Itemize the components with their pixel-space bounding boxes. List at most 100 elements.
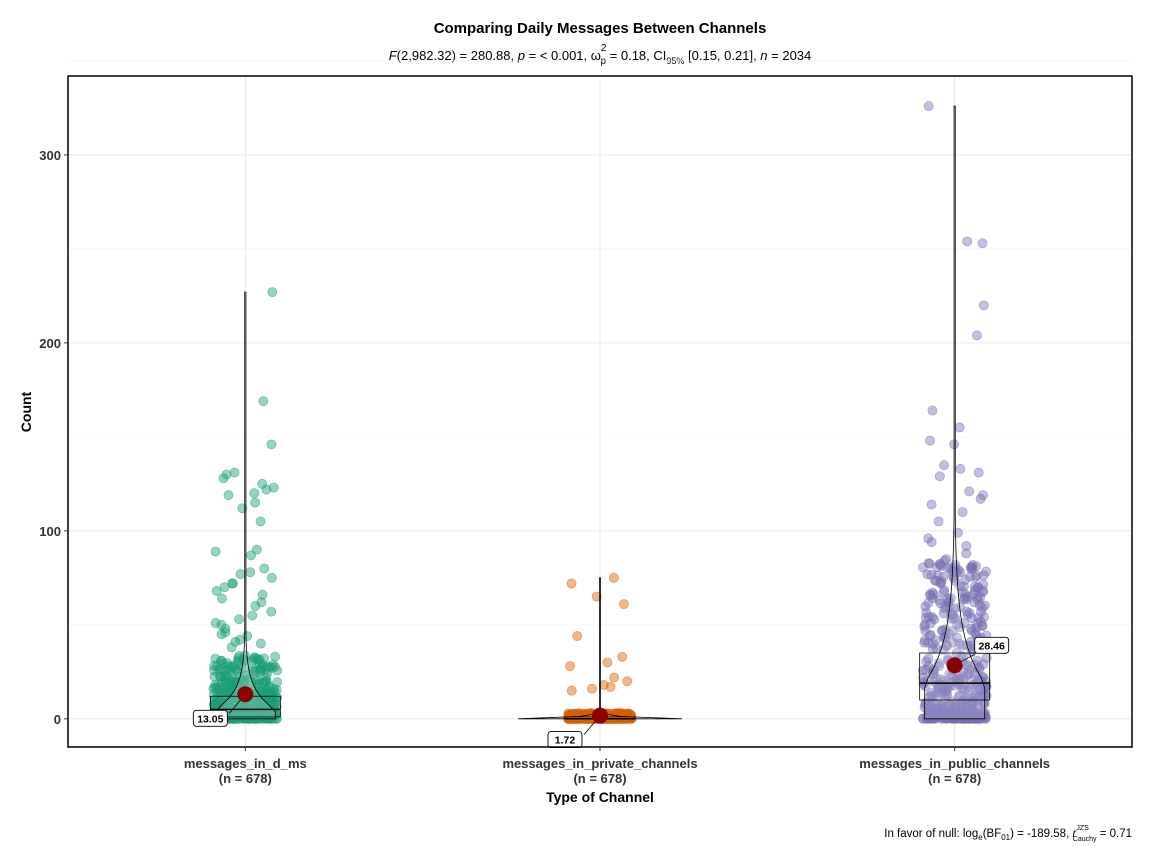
violin	[517, 577, 683, 720]
data-point	[935, 578, 946, 589]
data-point	[977, 602, 988, 613]
data-point	[587, 683, 597, 694]
data-point	[244, 673, 255, 684]
data-point	[220, 623, 231, 634]
data-point	[933, 516, 944, 527]
data-point	[262, 662, 273, 673]
data-point	[249, 655, 259, 666]
data-point	[230, 636, 241, 647]
data-point	[227, 677, 238, 688]
data-point	[960, 574, 971, 585]
data-point	[923, 653, 934, 664]
data-point	[266, 606, 277, 617]
data-point	[268, 482, 279, 493]
x-tick-n-label: (n = 678)	[219, 771, 272, 786]
data-point	[228, 678, 239, 689]
data-point	[272, 665, 283, 676]
data-point	[972, 618, 983, 629]
data-point	[934, 471, 945, 482]
data-point	[267, 287, 278, 298]
data-point	[962, 236, 973, 247]
data-point	[255, 638, 266, 649]
data-point	[245, 567, 256, 578]
data-point	[261, 484, 272, 495]
chart-title: Comparing Daily Messages Between Channel…	[434, 20, 767, 37]
data-point	[981, 566, 991, 577]
gridlines	[68, 60, 1132, 747]
x-tick-label: messages_in_d_ms	[184, 756, 307, 771]
category-group: 28.46	[917, 101, 1010, 724]
y-tick-label: 100	[39, 524, 61, 539]
data-point	[973, 467, 984, 478]
data-point	[223, 490, 234, 501]
data-point	[216, 629, 227, 640]
data-point	[225, 662, 236, 673]
x-tick-label: messages_in_public_channels	[859, 756, 1050, 771]
data-point	[247, 610, 258, 621]
data-point	[256, 710, 267, 721]
mean-label: 13.05	[197, 713, 223, 725]
data-point	[259, 563, 270, 574]
data-point	[234, 614, 245, 625]
mean-point	[237, 686, 254, 703]
mean-point	[592, 707, 608, 724]
data-point	[572, 631, 583, 642]
plot-panel: 13.05 1.72 28.46 0 100 200 300 messages_in_d_…	[39, 60, 1133, 786]
data-point	[246, 550, 257, 561]
data-point	[960, 589, 971, 600]
data-point	[975, 493, 986, 504]
data-point	[234, 671, 245, 682]
data-point	[924, 630, 935, 641]
y-tick-label: 300	[39, 148, 61, 163]
data-point	[227, 578, 238, 589]
data-point	[235, 569, 246, 580]
category-group: 13.05	[192, 287, 283, 727]
data-point	[210, 617, 221, 628]
bayes-caption: In favor of null: loge(BF01) = -189.58, …	[884, 825, 1132, 843]
data-point	[211, 586, 222, 596]
chart-subtitle: F(2,982.32) = 280.88, p = < 0.001, ω2 p =…	[389, 43, 812, 67]
data-point	[265, 682, 275, 693]
data-point	[957, 507, 968, 518]
data-point	[266, 439, 277, 450]
data-point	[250, 601, 261, 611]
data-point	[935, 559, 946, 570]
data-point	[955, 463, 966, 474]
data-point	[217, 593, 227, 604]
y-tick-label: 0	[54, 712, 61, 727]
data-point	[258, 396, 269, 407]
data-point	[928, 639, 938, 649]
data-point	[270, 651, 281, 662]
data-point	[917, 562, 928, 573]
data-point	[250, 497, 261, 508]
data-point	[617, 651, 628, 662]
data-point	[972, 330, 982, 341]
data-point	[255, 667, 265, 678]
data-point	[921, 607, 932, 618]
data-point	[572, 712, 583, 723]
data-point	[208, 683, 219, 694]
data-point	[926, 537, 937, 548]
x-tick-label: messages_in_private_channels	[502, 756, 697, 771]
violin	[214, 291, 276, 720]
data-point	[925, 618, 936, 629]
mean-label: 1.72	[555, 735, 576, 747]
y-axis-label: Count	[18, 391, 34, 432]
data-point	[226, 642, 237, 653]
data-point	[618, 599, 629, 610]
data-point	[268, 695, 279, 706]
data-point	[977, 238, 988, 249]
data-point	[954, 422, 965, 433]
data-point	[964, 486, 975, 497]
x-tick-n-label: (n = 678)	[573, 771, 626, 786]
data-point	[265, 689, 276, 700]
data-point	[217, 684, 227, 694]
data-point	[602, 657, 613, 668]
data-point	[221, 669, 232, 680]
x-axis-ticks: messages_in_d_ms(n = 678)messages_in_pri…	[184, 747, 1050, 786]
data-point	[210, 546, 221, 557]
mean-label-box	[192, 709, 228, 727]
data-point	[923, 101, 934, 112]
data-point	[566, 685, 577, 696]
